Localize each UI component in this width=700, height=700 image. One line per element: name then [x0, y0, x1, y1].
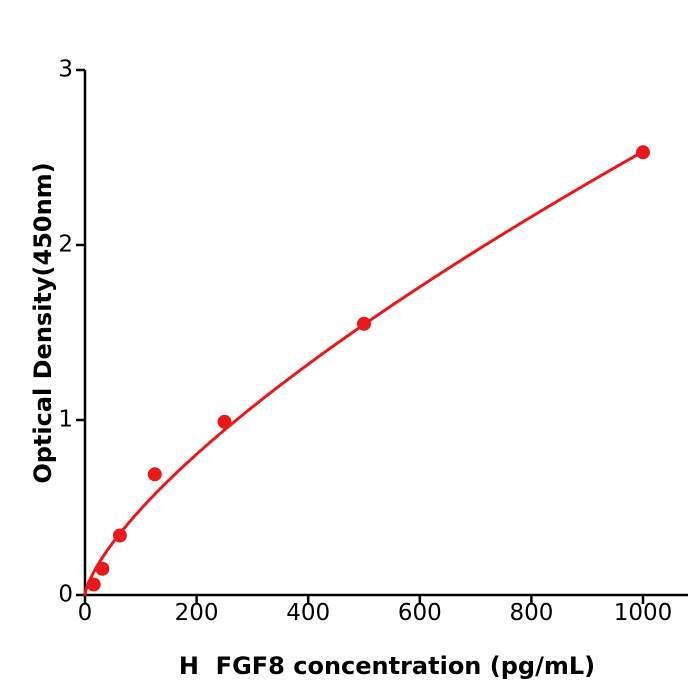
y-tick-label-2: 2	[58, 231, 73, 258]
data-point	[112, 528, 127, 543]
axes-spines	[83, 70, 688, 597]
x-axis-title: H FGF8 concentration (pg/mL)	[178, 652, 596, 680]
data-point	[95, 561, 110, 576]
y-tick-label-3: 3	[58, 56, 73, 83]
x-tick-label-0: 0	[77, 600, 93, 626]
y-axis-title: Optical Density(450nm)	[29, 162, 57, 484]
y-tick-label-1: 1	[58, 406, 73, 433]
y-tick-label-0: 0	[58, 581, 73, 608]
data-point	[147, 467, 162, 482]
x-tick-label-600: 600	[397, 600, 442, 626]
data-point	[86, 577, 101, 592]
x-tick-label-400: 400	[286, 600, 331, 626]
fit-curve	[83, 150, 645, 597]
x-tick-label-200: 200	[174, 600, 219, 626]
data-point	[357, 316, 371, 331]
data-point	[636, 145, 650, 160]
data-point	[217, 414, 232, 429]
x-tick-label-800: 800	[509, 600, 554, 626]
x-tick-label-1000: 1000	[613, 600, 673, 626]
